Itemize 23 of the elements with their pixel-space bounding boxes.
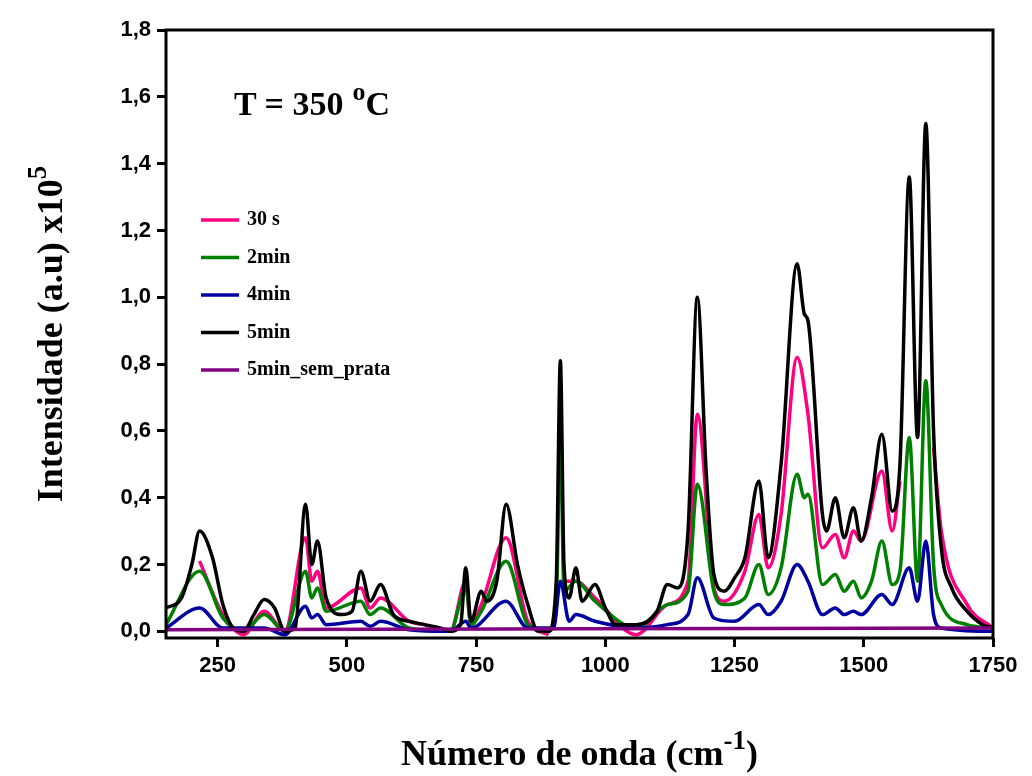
y-tick-label: 0,2: [120, 550, 151, 576]
y-tick-label: 1,0: [120, 283, 151, 309]
y-tick-label: 1,2: [120, 216, 151, 242]
x-tick-label: 750: [457, 652, 495, 678]
x-tick-label: 500: [328, 652, 366, 678]
legend-label: 2min: [247, 244, 291, 267]
y-tick-label: 1,4: [120, 149, 152, 175]
x-tick-label: 1750: [968, 652, 1018, 678]
legend-label: 4min: [247, 282, 291, 305]
x-tick-label: 250: [199, 652, 237, 678]
legend-label: 30 s: [247, 207, 280, 230]
y-tick-label: 0,6: [120, 416, 151, 442]
x-tick-label: 1000: [580, 652, 630, 678]
x-tick-label: 1250: [710, 652, 760, 678]
legend-label: 5min: [247, 319, 291, 342]
y-axis-title: Intensidade (a.u) x105: [21, 165, 70, 503]
y-tick-label: 0,0: [120, 617, 151, 643]
y-tick-label: 0,8: [120, 350, 151, 376]
x-tick-label: 1500: [839, 652, 889, 678]
y-tick-label: 1,6: [120, 82, 151, 108]
y-tick-label: 1,8: [120, 16, 151, 42]
legend-label: 5min_sem_prata: [247, 357, 391, 381]
y-tick-label: 0,4: [120, 483, 152, 509]
